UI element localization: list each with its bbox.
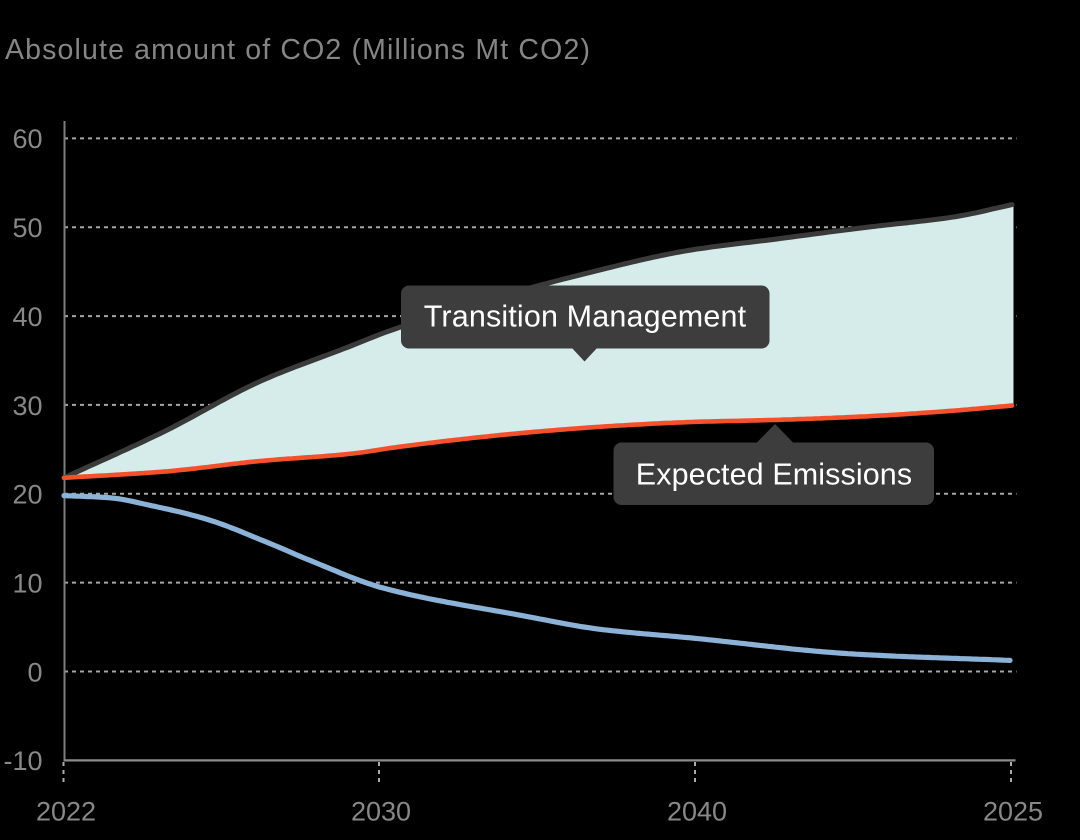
svg-text:Expected Emissions: Expected Emissions [636,458,912,492]
svg-text:2025: 2025 [983,796,1043,826]
svg-text:50: 50 [12,213,42,243]
svg-text:Transition Management: Transition Management [424,300,747,334]
svg-text:60: 60 [12,124,42,154]
svg-text:Absolute amount of CO2 (Millio: Absolute amount of CO2 (Millions Mt CO2) [5,34,591,66]
svg-text:20: 20 [12,480,42,510]
svg-text:0: 0 [27,657,42,687]
svg-text:2022: 2022 [36,796,96,826]
svg-text:2030: 2030 [351,796,411,826]
svg-text:-10: -10 [3,746,42,776]
svg-text:10: 10 [12,569,42,599]
svg-text:40: 40 [12,302,42,332]
svg-text:2040: 2040 [667,796,727,826]
svg-text:30: 30 [12,391,42,421]
